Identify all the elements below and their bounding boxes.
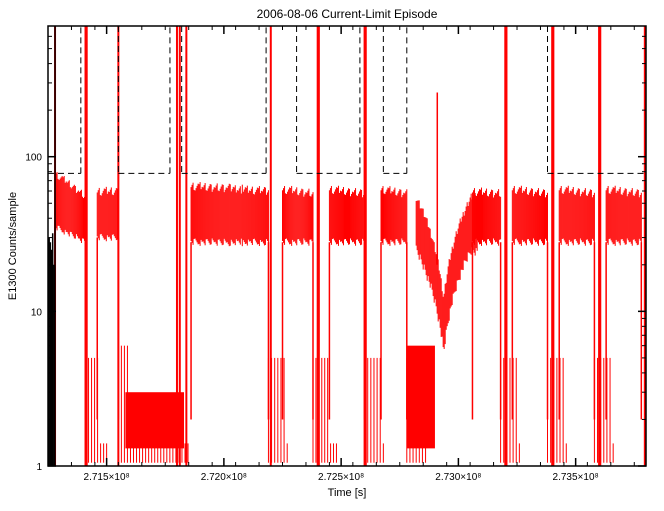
x-axis-label: Time [s] [328,487,367,499]
y-axis-label: E1300 Counts/sample [7,192,19,300]
xtick-label: 2.720×10⁸ [201,472,247,483]
chart-container: 1 10 100 2.715×10⁸ 2.720×10⁸ 2.725×10⁸ 2.730×1… [0,0,664,511]
chart-title: 2006-08-06 Current-Limit Episode [257,7,438,21]
xtick-label: 2.735×10⁸ [553,472,599,483]
ytick-label: 10 [31,307,43,318]
chart-svg: 1 10 100 2.715×10⁸ 2.720×10⁸ 2.725×10⁸ 2.730×1… [0,0,664,511]
ytick-label: 100 [25,153,42,164]
xtick-label: 2.715×10⁸ [84,472,130,483]
xtick-label: 2.730×10⁸ [435,472,481,483]
ytick-label: 1 [36,462,42,473]
xtick-label: 2.725×10⁸ [318,472,364,483]
